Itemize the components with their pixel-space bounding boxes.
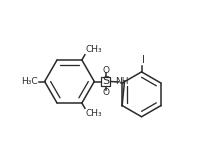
Text: CH₃: CH₃ bbox=[85, 109, 101, 118]
Text: NH: NH bbox=[114, 77, 128, 87]
Text: H₃C: H₃C bbox=[21, 77, 38, 86]
Text: O: O bbox=[101, 66, 108, 75]
Text: CH₃: CH₃ bbox=[85, 45, 101, 54]
Bar bbox=[101, 77, 109, 86]
Text: I: I bbox=[141, 55, 144, 65]
Text: S: S bbox=[101, 76, 108, 87]
Text: O: O bbox=[101, 88, 108, 97]
